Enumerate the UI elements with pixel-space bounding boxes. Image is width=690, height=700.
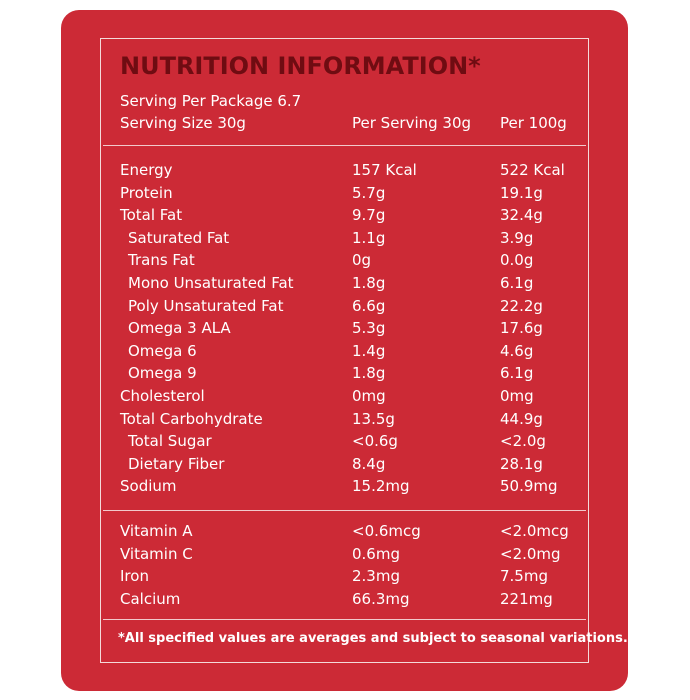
per-100g-value: 522 Kcal [500, 161, 565, 179]
per-serving-value: 5.3g [352, 319, 386, 338]
nutrient-name: Omega 3 ALA [128, 319, 231, 338]
nutrient-name: Total Sugar [128, 432, 212, 451]
per-serving-value: 1.1g [352, 228, 386, 247]
nutrient-name: Vitamin C [120, 544, 193, 563]
nutrient-name: Cholesterol [120, 387, 205, 405]
nutrient-name: Sodium [120, 477, 177, 496]
footnote: *All specified values are averages and s… [118, 631, 628, 646]
per-serving-value: 0mg [352, 387, 386, 405]
section-divider [103, 619, 586, 620]
column-header-per-serving: Per Serving 30g [352, 114, 472, 132]
per-100g-value: 0.0g [500, 251, 534, 270]
nutrient-name: Protein [120, 183, 173, 202]
per-100g-value: 22.2g [500, 296, 543, 315]
per-100g-value: <2.0g [500, 432, 546, 451]
nutrient-name: Dietary Fiber [128, 454, 225, 473]
per-100g-value: 44.9g [500, 409, 543, 428]
per-serving-value: 13.5g [352, 409, 395, 428]
nutrient-name: Omega 6 [128, 341, 197, 360]
per-serving-value: 0.6mg [352, 544, 400, 563]
per-100g-value: 7.5mg [500, 567, 548, 586]
per-100g-value: 4.6g [500, 341, 534, 360]
per-100g-value: 6.1g [500, 274, 534, 292]
per-serving-value: 6.6g [352, 296, 386, 315]
column-header-per-100g: Per 100g [500, 114, 567, 132]
per-100g-value: 0mg [500, 387, 534, 405]
per-100g-value: <2.0mcg [500, 522, 569, 540]
nutrient-name: Energy [120, 161, 173, 179]
per-100g-value: 32.4g [500, 206, 543, 225]
per-100g-value: 17.6g [500, 319, 543, 338]
per-serving-value: 0g [352, 251, 372, 270]
per-serving-value: 66.3mg [352, 589, 410, 608]
section-divider [103, 510, 586, 511]
nutrient-name: Vitamin A [120, 522, 193, 540]
per-serving-value: 157 Kcal [352, 161, 417, 179]
per-serving-value: 1.4g [352, 341, 386, 360]
nutrient-name: Poly Unsaturated Fat [128, 296, 284, 315]
nutrition-title: NUTRITION INFORMATION* [120, 52, 481, 80]
per-serving-value: <0.6g [352, 432, 398, 451]
per-serving-value: 5.7g [352, 183, 386, 202]
per-100g-value: 19.1g [500, 183, 543, 202]
nutrient-name: Total Fat [120, 206, 183, 225]
nutrition-frame [100, 38, 589, 663]
serving-size: Serving Size 30g [120, 114, 246, 132]
nutrient-name: Omega 9 [128, 364, 197, 383]
nutrient-name: Mono Unsaturated Fat [128, 274, 294, 292]
per-serving-value: 2.3mg [352, 567, 400, 586]
per-100g-value: 28.1g [500, 454, 543, 473]
nutrient-name: Iron [120, 567, 149, 586]
nutrient-name: Trans Fat [128, 251, 195, 270]
nutrient-name: Saturated Fat [128, 228, 230, 247]
serving-per-package: Serving Per Package 6.7 [120, 92, 302, 110]
nutrient-name: Total Carbohydrate [120, 409, 263, 428]
per-100g-value: <2.0mg [500, 544, 561, 563]
per-serving-value: <0.6mcg [352, 522, 421, 540]
per-100g-value: 221mg [500, 589, 553, 608]
per-serving-value: 1.8g [352, 274, 386, 292]
per-100g-value: 3.9g [500, 228, 534, 247]
section-divider [103, 145, 586, 146]
per-serving-value: 1.8g [352, 364, 386, 383]
per-serving-value: 15.2mg [352, 477, 410, 496]
per-serving-value: 9.7g [352, 206, 386, 225]
per-100g-value: 6.1g [500, 364, 534, 383]
per-100g-value: 50.9mg [500, 477, 558, 496]
nutrient-name: Calcium [120, 589, 181, 608]
nutrition-panel [61, 10, 628, 691]
per-serving-value: 8.4g [352, 454, 386, 473]
